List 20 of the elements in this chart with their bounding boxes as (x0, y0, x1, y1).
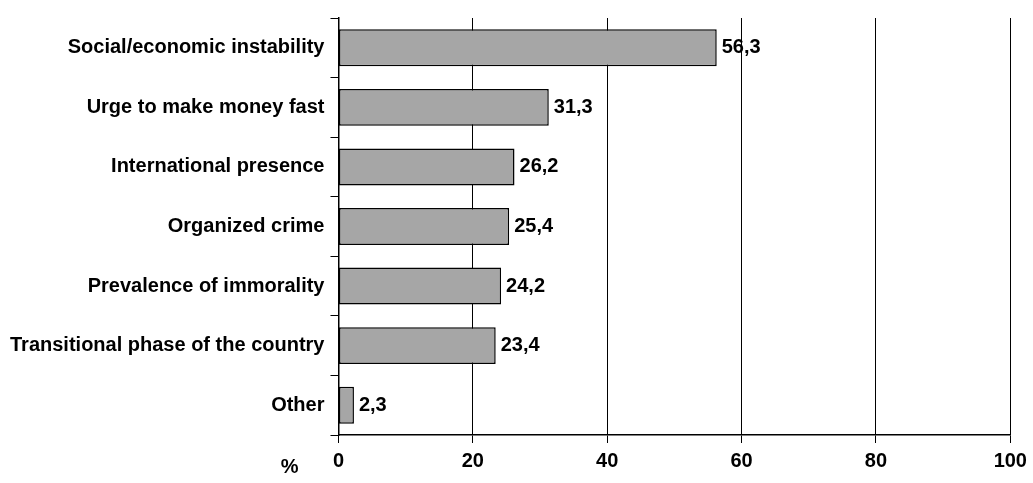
y-tick-label: Other (271, 392, 325, 415)
y-tick-label: Transitional phase of the country (9, 333, 326, 356)
y-tick-label: Urge to make money fast (86, 94, 325, 117)
data-label: 25,4 (514, 214, 554, 237)
y-tick-label: Social/economic instability (67, 35, 326, 58)
data-label: 31,3 (553, 94, 593, 117)
y-tick-label: International presence (111, 154, 325, 177)
data-label: 24,2 (506, 273, 546, 296)
x-axis-title: % (280, 454, 299, 477)
x-tick-label: 40 (596, 448, 619, 471)
y-tick-label: Prevalence of immorality (87, 273, 326, 296)
x-tick-label: 20 (461, 448, 484, 471)
x-tick-label: 0 (332, 448, 345, 471)
data-label: 2,3 (358, 392, 387, 415)
y-tick-label: Organized crime (167, 214, 325, 237)
x-tick-label: 60 (730, 448, 753, 471)
x-tick-label: 100 (993, 448, 1027, 471)
data-label: 23,4 (500, 333, 541, 356)
x-tick-label: 80 (864, 448, 888, 471)
data-label: 26,2 (519, 154, 559, 177)
